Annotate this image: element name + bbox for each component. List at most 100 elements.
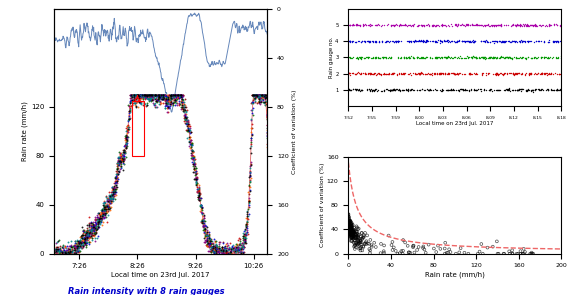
Point <box>417 56 426 60</box>
Point <box>111 180 120 185</box>
Point <box>209 249 218 253</box>
Point <box>166 92 176 97</box>
Point <box>357 88 366 93</box>
Point <box>364 23 373 27</box>
Point <box>365 251 374 255</box>
Point <box>405 22 414 27</box>
Point <box>348 56 357 60</box>
Point <box>186 140 195 144</box>
Point <box>154 92 163 97</box>
Point <box>156 92 165 97</box>
Point <box>347 227 356 232</box>
Point <box>353 235 363 239</box>
Point <box>105 196 115 201</box>
Point <box>106 190 115 194</box>
Point <box>258 96 267 101</box>
Point <box>139 92 148 97</box>
Point <box>93 214 102 219</box>
Point <box>431 23 441 27</box>
Point <box>362 55 371 60</box>
Point <box>194 193 203 197</box>
Point <box>450 22 459 27</box>
Point <box>261 93 270 98</box>
Point <box>344 39 353 43</box>
Point <box>476 23 485 27</box>
Point <box>235 242 244 247</box>
Point <box>116 155 125 159</box>
Point <box>354 237 363 242</box>
Point <box>139 92 148 97</box>
Point <box>109 189 119 194</box>
Point <box>346 228 355 233</box>
Point <box>143 92 152 97</box>
Point <box>207 245 217 249</box>
Point <box>403 24 412 28</box>
Point <box>252 92 261 97</box>
Point <box>154 92 163 97</box>
Point <box>96 219 105 224</box>
Point <box>457 56 466 60</box>
Point <box>446 22 455 27</box>
Point <box>488 22 497 27</box>
Point <box>448 71 457 76</box>
Point <box>120 161 129 166</box>
Point <box>184 127 193 131</box>
Point <box>254 100 263 105</box>
Point <box>172 92 181 97</box>
Point <box>253 92 262 97</box>
Point <box>169 93 178 98</box>
Point <box>481 24 490 29</box>
Point <box>188 153 197 158</box>
Point <box>425 87 434 92</box>
Point <box>345 218 355 223</box>
Point <box>386 88 395 93</box>
Point <box>166 92 175 97</box>
Point <box>186 141 195 146</box>
Point <box>174 92 183 97</box>
Point <box>221 245 230 250</box>
Point <box>394 71 404 76</box>
Point <box>244 199 253 203</box>
Point <box>127 92 136 97</box>
Point <box>163 102 172 106</box>
Point <box>184 118 193 123</box>
Point <box>142 92 151 97</box>
Point <box>52 246 61 251</box>
Point <box>364 87 373 91</box>
Point <box>144 92 153 97</box>
Point <box>414 55 424 60</box>
Point <box>162 101 171 105</box>
Point <box>260 93 269 98</box>
Point <box>349 230 359 235</box>
Point <box>241 239 250 244</box>
Point <box>175 102 184 107</box>
Point <box>489 55 498 60</box>
Point <box>168 92 177 97</box>
Point <box>70 241 79 246</box>
Point <box>345 226 355 230</box>
Point <box>488 55 498 59</box>
Point <box>533 55 542 60</box>
Point <box>214 247 223 251</box>
Point <box>152 99 161 103</box>
Point <box>552 39 561 43</box>
Point <box>133 95 142 99</box>
Point <box>90 229 99 234</box>
Point <box>142 92 152 97</box>
Point <box>353 225 362 230</box>
Point <box>386 56 396 60</box>
Point <box>363 39 372 44</box>
Point <box>199 221 208 226</box>
Point <box>364 55 373 60</box>
Point <box>206 242 215 246</box>
Point <box>207 244 216 249</box>
Point <box>363 55 372 60</box>
Point <box>233 243 242 248</box>
Point <box>365 247 374 251</box>
Point <box>172 100 181 105</box>
Point <box>262 95 271 100</box>
Point <box>184 119 193 123</box>
Point <box>351 228 360 233</box>
Point <box>388 71 397 76</box>
Point <box>387 88 396 93</box>
